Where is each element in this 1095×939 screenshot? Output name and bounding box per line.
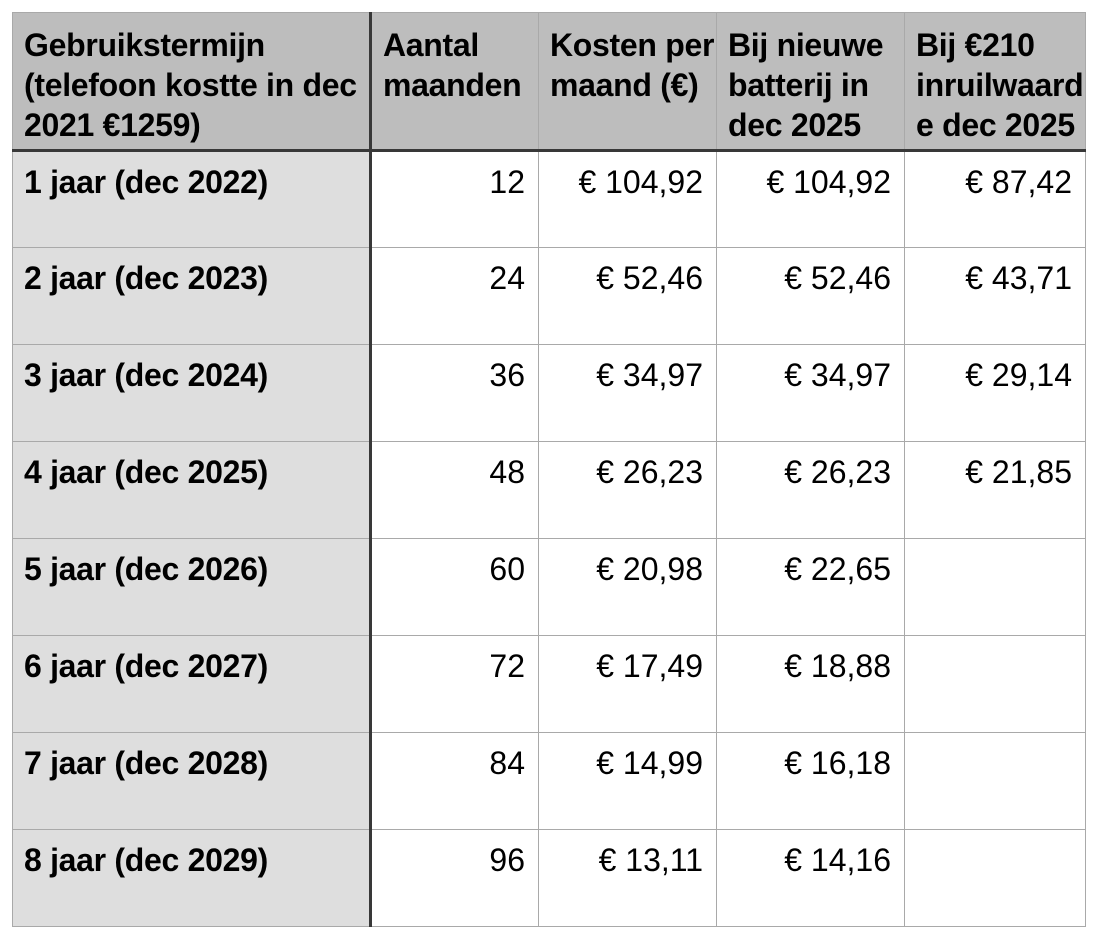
- cost-per-month-cell: € 17,49: [538, 635, 717, 733]
- months-cell: 36: [370, 344, 539, 442]
- row-label-cell: 8 jaar (dec 2029): [12, 829, 372, 927]
- table-row: 2 jaar (dec 2023) 24 € 52,46 € 52,46 € 4…: [12, 247, 1086, 345]
- new-battery-cell: € 52,46: [716, 247, 905, 345]
- header-cell-bij-nieuwe-batterij: Bij nieuwe batterij in dec 2025: [716, 12, 905, 152]
- months-cell: 12: [370, 150, 539, 248]
- row-label-cell: 2 jaar (dec 2023): [12, 247, 372, 345]
- new-battery-cell: € 22,65: [716, 538, 905, 636]
- cost-per-month-cell: € 52,46: [538, 247, 717, 345]
- new-battery-cell: € 26,23: [716, 441, 905, 539]
- new-battery-cell: € 14,16: [716, 829, 905, 927]
- header-cell-gebruikstermijn: Gebruikstermijn (telefoon kostte in dec …: [12, 12, 372, 152]
- row-label-cell: 5 jaar (dec 2026): [12, 538, 372, 636]
- cost-per-month-cell: € 20,98: [538, 538, 717, 636]
- table-row: 1 jaar (dec 2022) 12 € 104,92 € 104,92 €…: [12, 150, 1086, 248]
- table-row: 4 jaar (dec 2025) 48 € 26,23 € 26,23 € 2…: [12, 441, 1086, 539]
- header-cell-bij-inruilwaarde: Bij €210 inruilwaard e dec 2025: [904, 12, 1086, 152]
- months-cell: 84: [370, 732, 539, 830]
- table-row: 7 jaar (dec 2028) 84 € 14,99 € 16,18: [12, 732, 1086, 830]
- months-cell: 96: [370, 829, 539, 927]
- trade-in-cell: € 43,71: [904, 247, 1086, 345]
- trade-in-cell: € 21,85: [904, 441, 1086, 539]
- new-battery-cell: € 104,92: [716, 150, 905, 248]
- row-label-cell: 6 jaar (dec 2027): [12, 635, 372, 733]
- header-cell-kosten-per-maand: Kosten per maand (€): [538, 12, 717, 152]
- table-row: 3 jaar (dec 2024) 36 € 34,97 € 34,97 € 2…: [12, 344, 1086, 442]
- header-cell-aantal-maanden: Aantal maanden: [370, 12, 539, 152]
- row-label-cell: 1 jaar (dec 2022): [12, 150, 372, 248]
- header-row: Gebruikstermijn (telefoon kostte in dec …: [12, 12, 1086, 152]
- row-label-cell: 3 jaar (dec 2024): [12, 344, 372, 442]
- new-battery-cell: € 16,18: [716, 732, 905, 830]
- cost-per-month-cell: € 34,97: [538, 344, 717, 442]
- trade-in-cell: € 87,42: [904, 150, 1086, 248]
- new-battery-cell: € 18,88: [716, 635, 905, 733]
- months-cell: 24: [370, 247, 539, 345]
- cost-per-month-cell: € 14,99: [538, 732, 717, 830]
- trade-in-cell: [904, 538, 1086, 636]
- months-cell: 60: [370, 538, 539, 636]
- cost-per-month-cell: € 26,23: [538, 441, 717, 539]
- trade-in-cell: € 29,14: [904, 344, 1086, 442]
- new-battery-cell: € 34,97: [716, 344, 905, 442]
- table-row: 6 jaar (dec 2027) 72 € 17,49 € 18,88: [12, 635, 1086, 733]
- table-row: 5 jaar (dec 2026) 60 € 20,98 € 22,65: [12, 538, 1086, 636]
- row-label-cell: 7 jaar (dec 2028): [12, 732, 372, 830]
- months-cell: 72: [370, 635, 539, 733]
- months-cell: 48: [370, 441, 539, 539]
- trade-in-cell: [904, 829, 1086, 927]
- trade-in-cell: [904, 732, 1086, 830]
- trade-in-cell: [904, 635, 1086, 733]
- cost-table: Gebruikstermijn (telefoon kostte in dec …: [12, 12, 1086, 927]
- cost-per-month-cell: € 13,11: [538, 829, 717, 927]
- row-label-cell: 4 jaar (dec 2025): [12, 441, 372, 539]
- table-row: 8 jaar (dec 2029) 96 € 13,11 € 14,16: [12, 829, 1086, 927]
- cost-per-month-cell: € 104,92: [538, 150, 717, 248]
